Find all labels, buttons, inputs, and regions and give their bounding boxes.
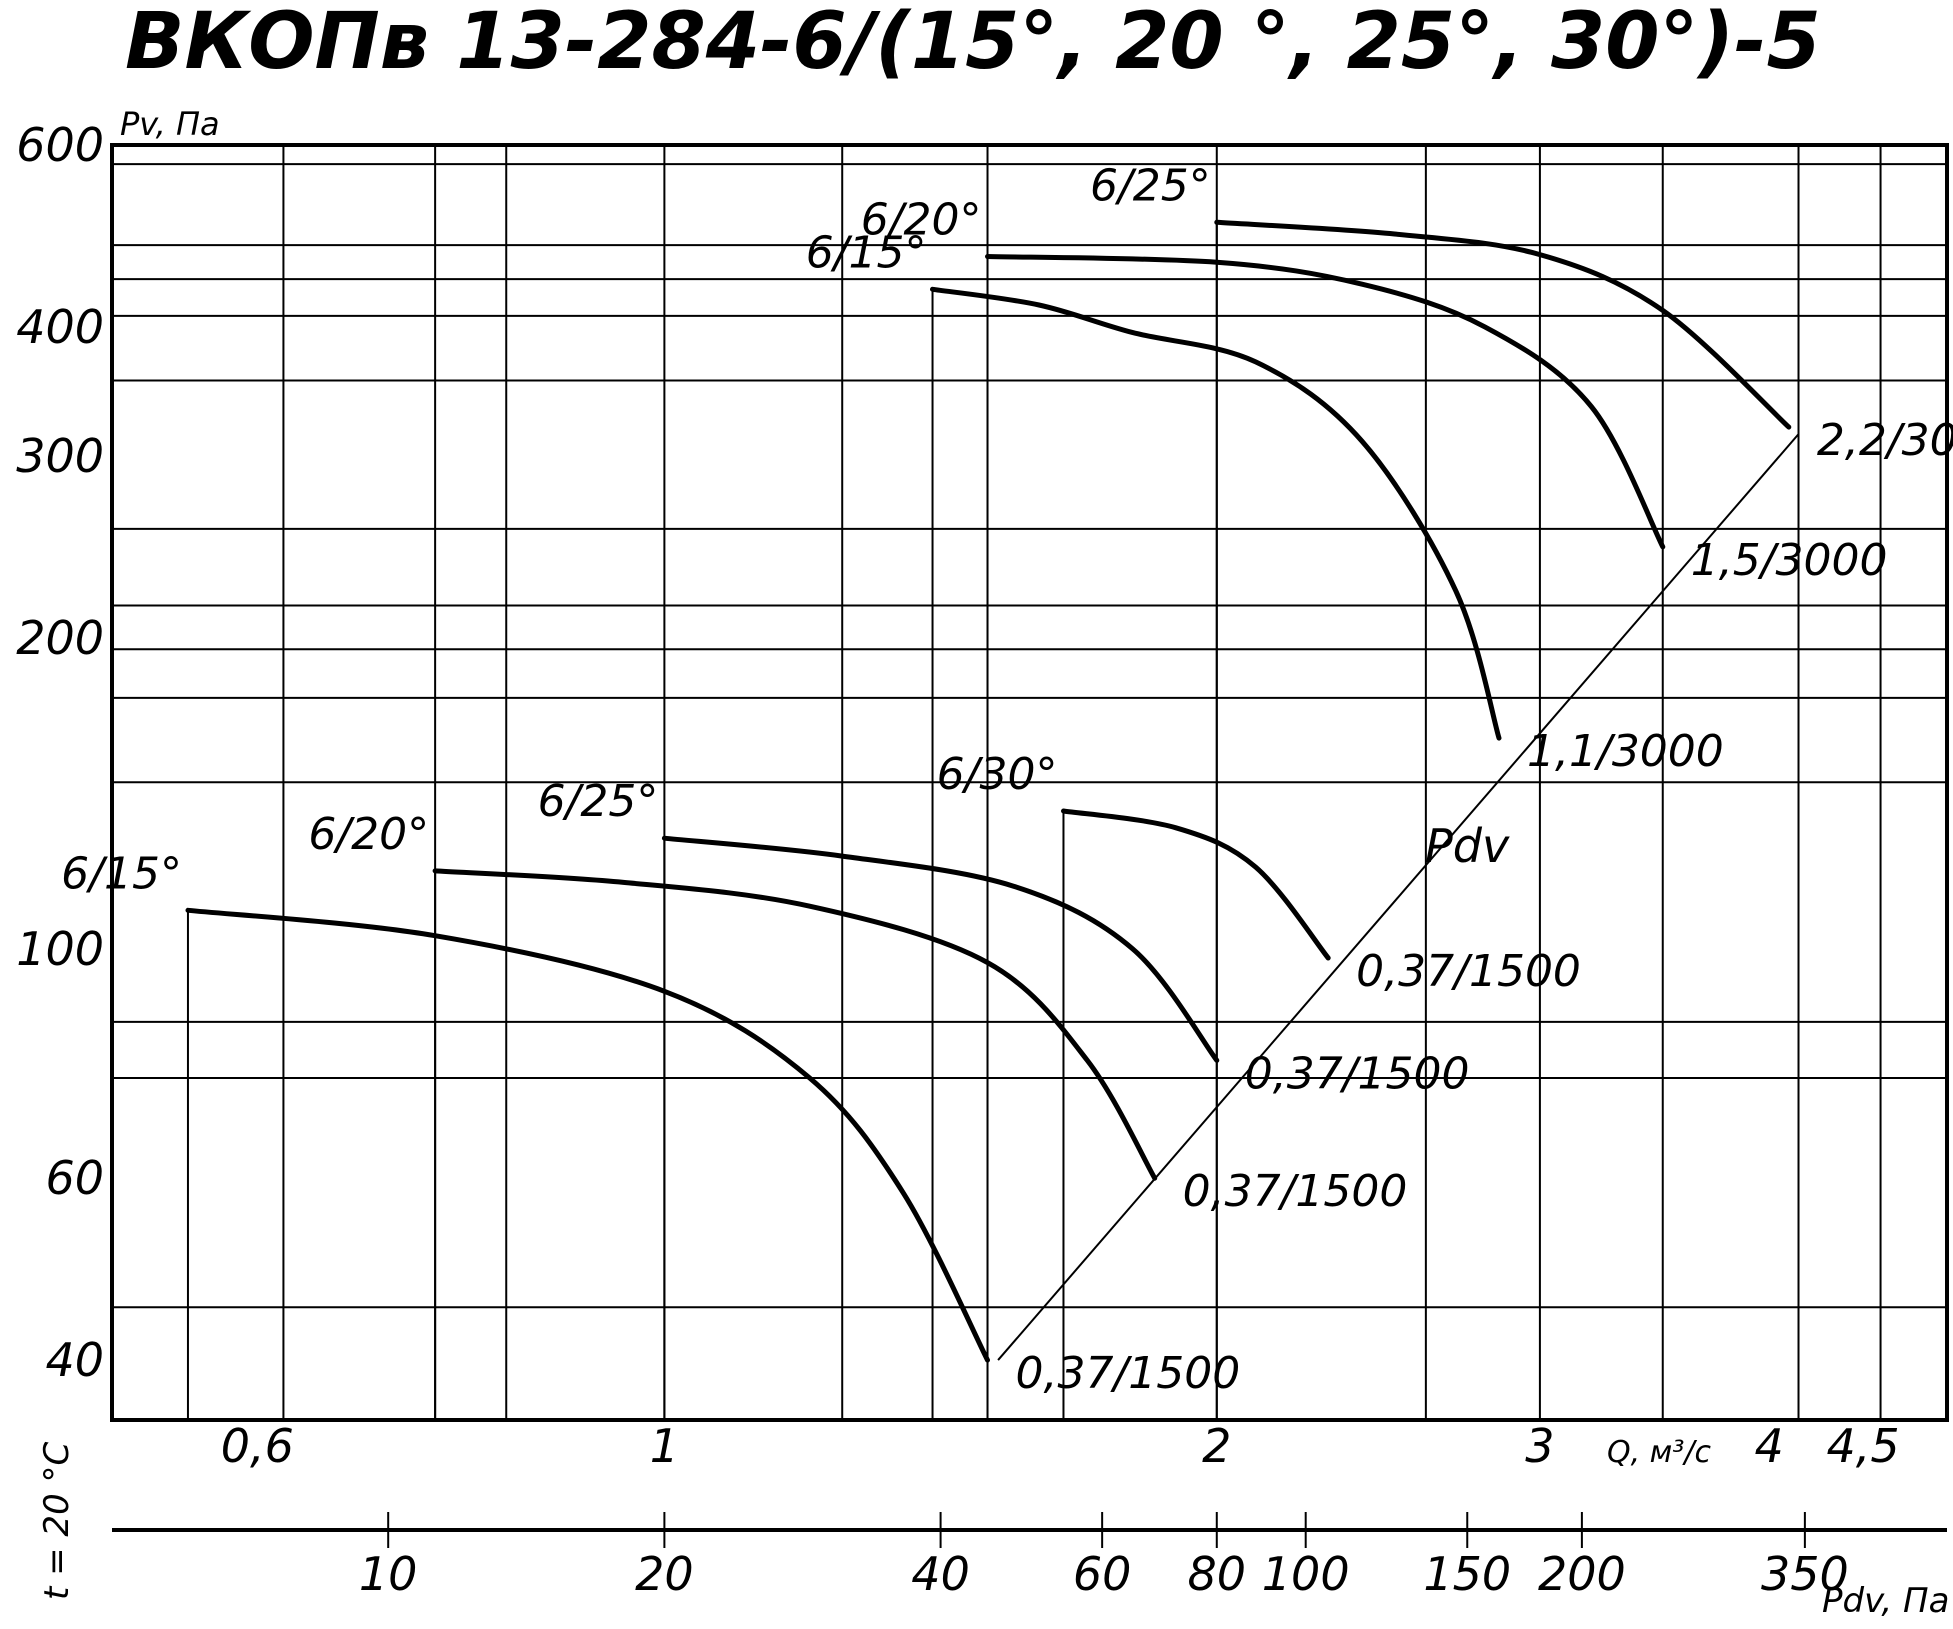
chart-title: ВКОПв 13-284-6/(15°, 20 °, 25°, 30°)-5 [125,0,1821,87]
pdv-tick-label-2: 40 [911,1547,970,1601]
x-tick-label-5: 4,5 [1826,1419,1899,1473]
pdv-tick-label-8: 350 [1761,1547,1849,1601]
series-curve-5 [985,254,1666,550]
series-end-label-4: 1,1/3000 [1527,726,1724,777]
series-end-label-0: 0,37/1500 [1016,1348,1241,1399]
series-end-label-3: 0,37/1500 [1356,946,1581,997]
pdv-line [997,433,1800,1361]
x-tick-label-1: 1 [650,1419,679,1473]
series-end-label-6: 2,2/3000 [1817,415,1953,466]
series-name-label-2: 6/25° [538,776,659,827]
series-name-label-4: 6/15° [806,227,927,278]
pdv-tick-label-0: 10 [359,1547,418,1601]
y-tick-label-3: 200 [16,611,104,665]
pdv-line-path [997,433,1800,1361]
series-curve-1 [432,868,1158,1181]
pdv-line-label: Pdv [1425,819,1510,873]
pdv-tick-label-5: 100 [1262,1547,1350,1601]
pdv-tick-label-4: 80 [1188,1547,1247,1601]
pdv-axis-ticks: 10 20 40 60 80 100 150 200 350 [359,1512,1849,1601]
x-tick-label-0: 0,6 [221,1419,294,1473]
y-axis-ticks: 600 400 300 200 100 60 40 [16,118,104,1387]
grid-lines [112,145,1947,1420]
series-name-label-0: 6/15° [61,848,182,899]
series-end-label-5: 1,5/3000 [1691,535,1888,586]
series-curve-6 [1214,219,1792,430]
y-tick-label-2: 300 [16,429,104,483]
series-name-label-3: 6/30° [937,749,1058,800]
series-curve-2 [661,835,1220,1063]
series-name-label-1: 6/20° [308,809,429,860]
series-curve-4 [930,286,1502,741]
pdv-tick-label-3: 60 [1073,1547,1132,1601]
x-axis-ticks: 0,6 1 2 3 4 4,5 [221,1419,1900,1473]
plot-frame [110,143,1949,1422]
temperature-label: t = 20 °C [37,1441,77,1600]
pdv-axis-label: Pdv, Па [1822,1581,1949,1621]
pdv-tick-label-6: 150 [1423,1547,1511,1601]
y-axis-label: Pv, Па [120,105,220,143]
y-tick-label-6: 40 [45,1333,104,1387]
series-curve-0 [185,907,990,1363]
series-name-label-5: 6/20° [861,194,982,245]
series-curve-3 [1061,808,1331,961]
x-axis-label: Q, м³/с [1607,1435,1711,1470]
series-name-label-6: 6/25° [1090,160,1211,211]
y-tick-label-1: 400 [16,300,104,354]
y-tick-label-4: 100 [16,922,104,976]
pdv-tick-label-7: 200 [1538,1547,1626,1601]
series-group: 6/15° 0,37/1500 6/20° 0,37/1500 6/25° 0,37/15… [61,160,1953,1420]
y-tick-label-5: 60 [45,1151,104,1205]
y-tick-label-0: 600 [16,118,104,172]
series-end-label-1: 0,37/1500 [1183,1166,1408,1217]
x-tick-label-4: 4 [1755,1419,1784,1473]
pdv-tick-label-1: 20 [635,1547,694,1601]
series-end-label-2: 0,37/1500 [1245,1048,1470,1099]
x-tick-label-3: 3 [1525,1419,1554,1473]
x-tick-label-2: 2 [1202,1419,1231,1473]
